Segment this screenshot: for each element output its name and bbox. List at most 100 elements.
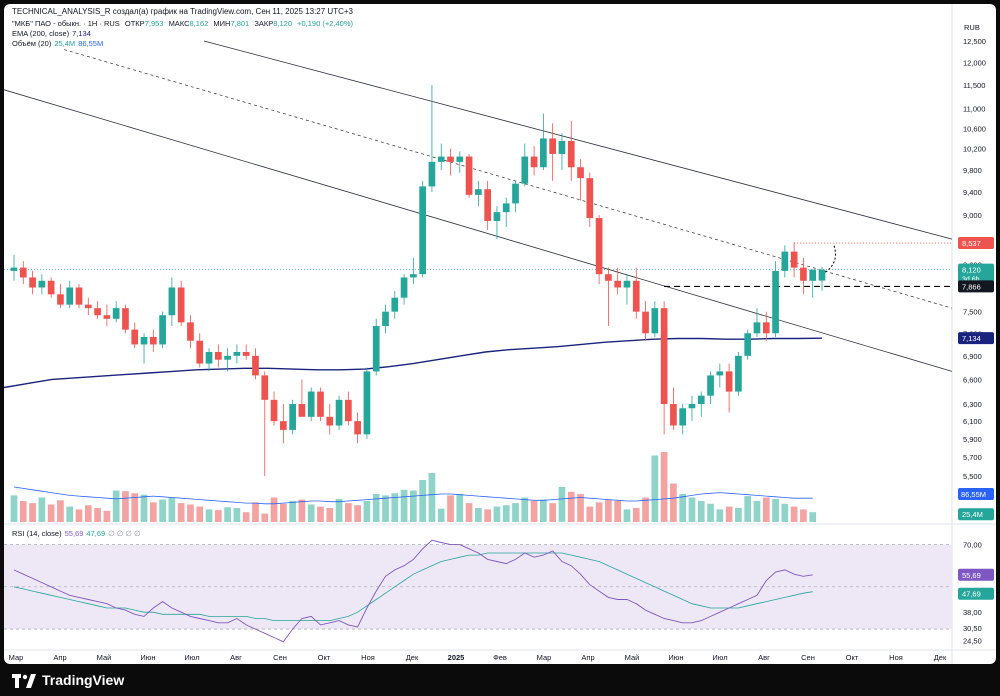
volume-bar: [567, 491, 575, 522]
candle-body: [800, 267, 807, 281]
candle-body: [567, 141, 575, 168]
volume-bar: [623, 509, 631, 522]
volume-bar: [521, 497, 529, 522]
time-tick-label: Сен: [801, 653, 815, 662]
volume-bar: [781, 503, 789, 522]
volume-bar: [326, 508, 334, 522]
candle-body: [159, 315, 166, 345]
candle-body: [716, 371, 724, 376]
rsi-ma-line: [13, 552, 813, 621]
tradingview-logo[interactable]: TradingView: [12, 672, 124, 689]
candle-body: [502, 203, 510, 213]
volume-bar: [112, 490, 120, 522]
time-tick-label: Ноя: [889, 653, 903, 662]
candle-body: [419, 186, 426, 275]
volume-bar: [103, 510, 111, 522]
candle-body: [484, 189, 491, 221]
time-tick-label: Май: [97, 653, 112, 662]
time-tick-label: Сен: [273, 653, 287, 662]
ema-legend[interactable]: EMA (200, close) 7,134: [12, 29, 91, 38]
volume-bar: [279, 503, 287, 522]
current-price-tag-bg: [958, 263, 994, 284]
price-tick-label: 11,500: [963, 81, 985, 90]
volume-bar: [502, 505, 510, 522]
price-tick-label: 12,000: [963, 59, 986, 68]
change-value: +0,190 (+2,40%): [297, 19, 353, 28]
volume-bar: [651, 455, 659, 522]
candle-body: [753, 322, 761, 334]
time-tick-label: Дек: [406, 653, 419, 662]
mid-trend-line: [63, 49, 953, 309]
low-label: МИН: [213, 19, 231, 28]
time-tick-label: Июл: [184, 653, 199, 662]
volume-bar: [382, 495, 389, 522]
volume-bar: [187, 504, 194, 522]
time-tick-label: Окт: [846, 653, 859, 662]
volume-bar: [345, 503, 352, 522]
rsi-legend[interactable]: RSI (14, close) 55,69 47,69 ∅ ∅ ∅ ∅: [12, 529, 141, 538]
candle-body: [521, 156, 529, 184]
volume-bar: [363, 501, 371, 522]
candle-body: [762, 322, 770, 334]
candle-body: [29, 277, 36, 288]
chart-canvas[interactable]: RUB 12,500 12,000 11,500 11,000 10,600 10,200 9…: [4, 4, 996, 664]
price-tick-label: 9,000: [963, 211, 982, 220]
candle-body: [512, 183, 519, 204]
candle-body: [818, 269, 826, 281]
candle-body: [642, 311, 649, 334]
volume-ma-tag: 86,55M: [961, 490, 986, 499]
candle-body: [224, 355, 231, 360]
candle-body: [168, 287, 176, 316]
volume-bar: [800, 509, 807, 522]
volume-bar: [456, 494, 464, 522]
candle-body: [809, 269, 817, 281]
volume-bar: [540, 499, 547, 522]
candle-body: [660, 308, 668, 405]
time-tick-label: Ноя: [361, 653, 375, 662]
rsi-tick-label: 70,00: [963, 541, 982, 550]
volume-bar: [549, 503, 557, 522]
volume-bar: [224, 507, 231, 522]
price-tick-label: 9,800: [963, 166, 982, 175]
candle-body: [595, 218, 603, 275]
close-value: 8,120: [273, 19, 293, 28]
volume-last-tag: 25,4M: [962, 510, 983, 519]
candle-body: [196, 340, 204, 364]
time-tick-label: Июн: [668, 653, 683, 662]
candle-body: [465, 156, 473, 195]
volume-bar: [707, 503, 714, 522]
time-tick-label: Июн: [140, 653, 155, 662]
candle-body: [493, 212, 501, 221]
volume-bar: [753, 501, 761, 522]
candle-body: [744, 333, 752, 356]
volume-legend[interactable]: Объём (20) 25,4M 86,55M: [12, 39, 103, 48]
volume-bar: [605, 499, 612, 522]
volume-bar: [660, 452, 668, 522]
candle-body: [149, 336, 157, 345]
candle-body: [345, 399, 352, 422]
price-tick-label: 5,500: [963, 472, 982, 481]
low-value: 7,801: [230, 19, 250, 28]
volume-bar: [205, 509, 213, 522]
candle-body: [363, 371, 371, 435]
volume-label: Объём (20): [12, 39, 52, 48]
candle-body: [697, 395, 705, 405]
volume-ma-tag-bg: [958, 488, 994, 500]
volume-bar: [29, 503, 36, 522]
candle-body: [47, 280, 55, 295]
projection-arrow: [821, 245, 836, 275]
symbol-name[interactable]: "МКБ" ПАО - обыкн. · 1Н · RUS: [12, 19, 120, 28]
volume-bar: [697, 501, 705, 522]
volume-bar: [614, 501, 622, 522]
candle-body: [456, 156, 464, 162]
candle-body: [679, 408, 687, 426]
rsi-value-tag-bg: [958, 568, 994, 581]
high-level-tag: 8,537: [962, 239, 981, 248]
candle-body: [261, 375, 269, 400]
candle-body: [205, 352, 213, 364]
rsi-tick-label: 24,50: [963, 637, 982, 646]
candle-body: [214, 352, 222, 360]
time-tick-label: Дек: [934, 653, 947, 662]
volume-bar: [716, 509, 724, 522]
volume-bar: [475, 508, 482, 522]
